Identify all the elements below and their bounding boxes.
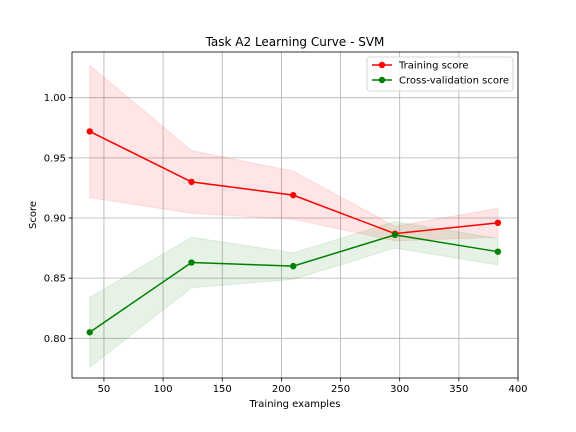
cross-validation-score-band: [89, 221, 499, 369]
training-score-band: [89, 64, 499, 242]
y-axis-ticks: 0.80 0.85 0.90 0.95 1.00: [44, 93, 72, 345]
cross-validation-score-point: [494, 248, 502, 255]
training-score-point: [86, 128, 93, 135]
y-tick-label: 0.85: [44, 274, 66, 285]
cross-validation-score-legend-label: Cross-validation score: [399, 76, 509, 87]
x-tick-label: 150: [213, 384, 232, 395]
training-score-legend-label: Training score: [398, 61, 469, 72]
y-tick-label: 1.00: [44, 93, 66, 104]
x-tick-label: 300: [390, 384, 409, 395]
x-tick-label: 50: [98, 384, 111, 395]
confidence-bands: [89, 64, 499, 369]
x-tick-label: 350: [449, 384, 468, 395]
series-points: [86, 128, 502, 336]
chart-title: Task A2 Learning Curve - SVM: [205, 35, 385, 49]
x-tick-label: 200: [272, 384, 291, 395]
x-axis-ticks: 50 100 150 200 250 300 350 400: [98, 378, 528, 395]
cross-validation-score-point: [188, 259, 195, 266]
training-score-point: [494, 219, 502, 227]
y-tick-label: 0.90: [44, 214, 66, 225]
cross-validation-score-point: [86, 329, 93, 336]
x-tick-label: 250: [331, 384, 350, 395]
cross-validation-score-point: [391, 231, 399, 239]
cross-validation-score-legend-marker: [378, 76, 386, 84]
training-score-point: [290, 191, 297, 199]
cross-validation-score-point: [290, 262, 297, 270]
plot-area-frame: [71, 51, 519, 379]
y-tick-label: 0.95: [44, 153, 66, 164]
x-axis-label: Training examples: [249, 399, 341, 410]
legend: Training score Cross-validation score: [366, 56, 514, 92]
x-tick-label: 400: [508, 384, 527, 395]
x-tick-label: 100: [154, 384, 173, 395]
legend-box: [366, 56, 514, 92]
training-score-legend-marker: [378, 61, 386, 69]
y-axis-label: Score: [28, 201, 39, 229]
training-score-point: [188, 178, 195, 186]
y-tick-label: 0.80: [44, 334, 66, 345]
